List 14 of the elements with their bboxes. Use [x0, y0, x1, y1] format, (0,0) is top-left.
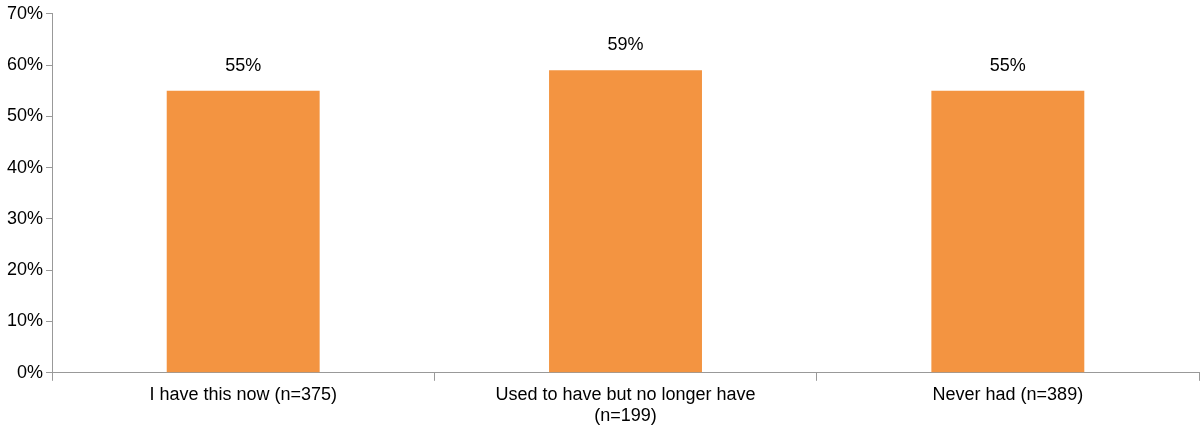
y-tick-label: 60% [7, 54, 44, 75]
y-tick-label: 40% [7, 156, 44, 177]
data-label: 55% [225, 54, 262, 75]
y-tick-label: 10% [7, 310, 44, 331]
x-tick-label: I have this now (n=375) [149, 383, 337, 404]
y-tick-label: 0% [17, 361, 44, 382]
data-label: 55% [989, 54, 1026, 75]
data-label: 59% [607, 34, 644, 55]
y-tick-label: 20% [7, 259, 44, 280]
x-tick-label: Never had (n=389) [932, 383, 1084, 404]
y-tick-label: 70% [7, 2, 44, 23]
y-tick-label: 30% [7, 207, 44, 228]
x-tick-label: Used to have but no longer have (n=199) [495, 383, 756, 426]
y-tick-label: 50% [7, 105, 44, 126]
